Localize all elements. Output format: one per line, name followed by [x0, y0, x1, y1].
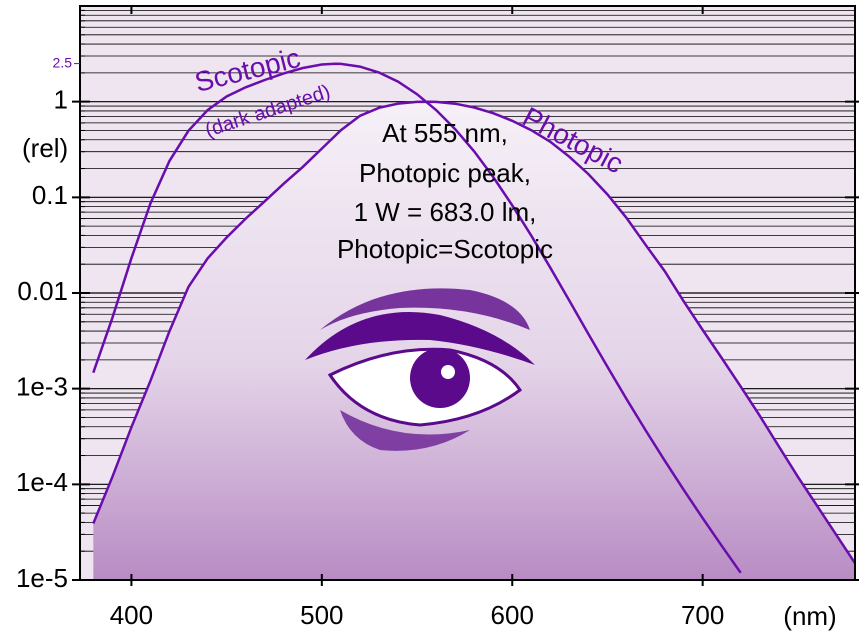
annotation: Photopic peak, [359, 158, 531, 188]
annotation: 1 W = 683.0 lm, [354, 197, 537, 227]
y-tick-label: 0.1 [32, 180, 68, 210]
y-tick-label: 0.01 [17, 276, 68, 306]
y-axis-label: (rel) [22, 133, 68, 163]
x-tick-label: 700 [681, 600, 724, 630]
eye-illustration [305, 288, 535, 451]
y-tick-label: 1e-5 [16, 563, 68, 593]
x-tick-label: 500 [300, 600, 343, 630]
x-tick-label: 600 [491, 600, 534, 630]
y-tick-label: 1e-4 [16, 467, 68, 497]
line [92, 100, 855, 564]
y-tick-label: 1e-3 [16, 372, 68, 402]
y-tick-label: 2.5 [53, 54, 73, 70]
y-tick-label: 1 [54, 85, 68, 115]
line [92, 62, 742, 574]
annotation: At 555 nm, [382, 118, 508, 148]
annotation: Photopic=Scotopic [337, 234, 553, 264]
x-axis-label: (nm) [783, 601, 836, 631]
x-tick-label: 400 [110, 600, 153, 630]
